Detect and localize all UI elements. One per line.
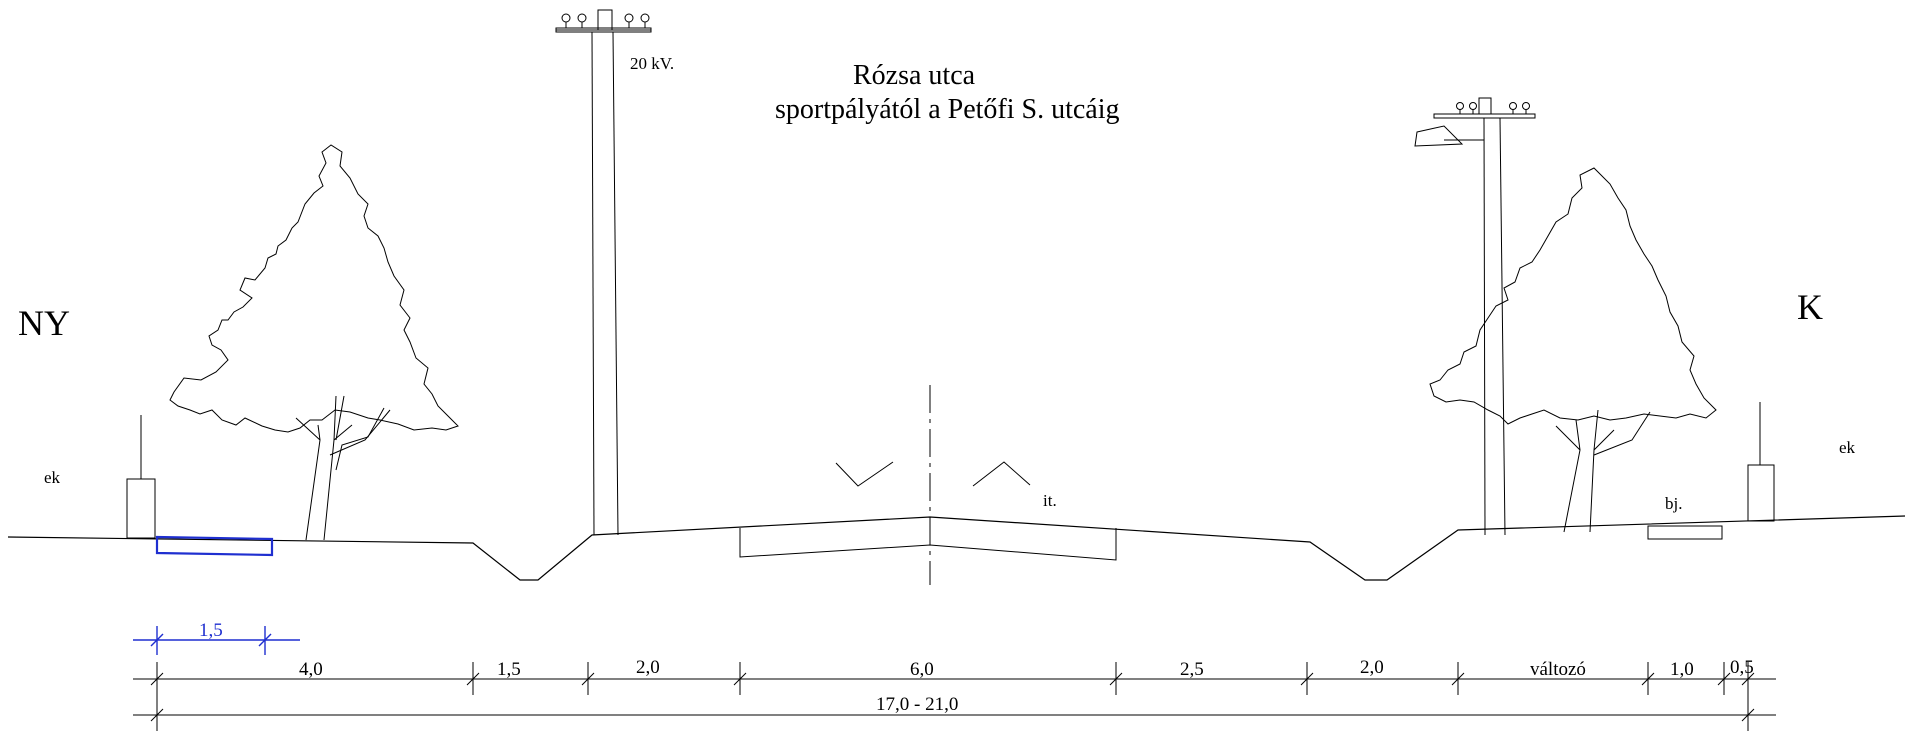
dim-total: 17,0 - 21,0 bbox=[876, 694, 958, 715]
power-pole-right bbox=[1414, 97, 1536, 536]
blue-dimension-line bbox=[133, 626, 300, 655]
title-line-1: Rózsa utca bbox=[853, 60, 976, 91]
bj-slab bbox=[1647, 525, 1723, 540]
dim-segment-8: 1,0 bbox=[1670, 659, 1694, 680]
dim-segment-6: 2,0 bbox=[1360, 657, 1384, 678]
segment-dimension-line bbox=[133, 662, 1776, 731]
dim-segment-5: 2,5 bbox=[1180, 659, 1204, 680]
direction-west: NY bbox=[18, 303, 70, 343]
title-line-2: sportpályától a Petőfi S. utcáig bbox=[775, 94, 1120, 125]
total-dimension-line bbox=[133, 708, 1776, 722]
bj-label: bj. bbox=[1665, 494, 1682, 513]
crossfall-arrow-left bbox=[835, 461, 894, 487]
tree-right bbox=[1429, 167, 1717, 533]
ek-post-left bbox=[126, 478, 156, 539]
tree-left bbox=[169, 144, 459, 541]
power-line-label: 20 kV. bbox=[630, 54, 674, 73]
dim-segment-7: változó bbox=[1530, 659, 1586, 680]
crossfall-arrow-right bbox=[972, 461, 1031, 487]
dim-segment-2: 1,5 bbox=[497, 659, 521, 680]
ek-post-right bbox=[1747, 464, 1775, 522]
power-pole-20kv bbox=[555, 9, 652, 536]
blue-dimension-value: 1,5 bbox=[199, 620, 223, 641]
ground-profile bbox=[7, 515, 1906, 581]
ek-label-right: ek bbox=[1839, 438, 1856, 457]
dim-segment-9: 0,5 bbox=[1730, 657, 1754, 678]
dim-segment-1: 4,0 bbox=[299, 659, 323, 680]
it-label: it. bbox=[1043, 491, 1057, 510]
dim-segment-4: 6,0 bbox=[910, 659, 934, 680]
direction-east: K bbox=[1797, 287, 1823, 327]
ek-label-left: ek bbox=[44, 468, 61, 487]
carriageway-pavement bbox=[739, 528, 1117, 561]
left-sidewalk-slab bbox=[155, 535, 274, 557]
dim-segment-3: 2,0 bbox=[636, 657, 660, 678]
